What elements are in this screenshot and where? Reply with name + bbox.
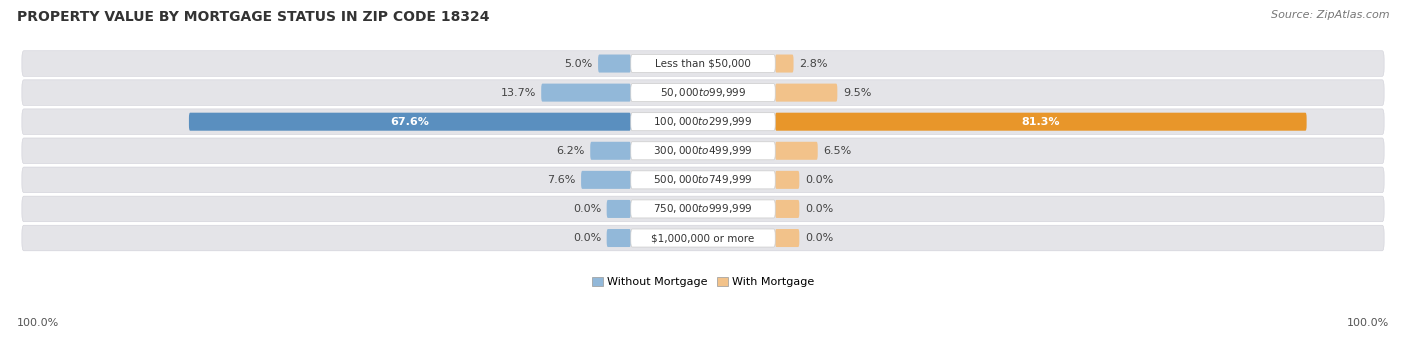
Text: 81.3%: 81.3%	[1022, 117, 1060, 127]
FancyBboxPatch shape	[581, 171, 631, 189]
Text: PROPERTY VALUE BY MORTGAGE STATUS IN ZIP CODE 18324: PROPERTY VALUE BY MORTGAGE STATUS IN ZIP…	[17, 10, 489, 24]
FancyBboxPatch shape	[631, 142, 775, 160]
FancyBboxPatch shape	[631, 229, 775, 247]
Text: 9.5%: 9.5%	[842, 88, 872, 98]
FancyBboxPatch shape	[775, 200, 800, 218]
FancyBboxPatch shape	[775, 171, 800, 189]
FancyBboxPatch shape	[631, 54, 775, 72]
FancyBboxPatch shape	[606, 229, 631, 247]
FancyBboxPatch shape	[22, 225, 1384, 251]
FancyBboxPatch shape	[22, 109, 1384, 135]
Text: $500,000 to $749,999: $500,000 to $749,999	[654, 173, 752, 186]
Text: 5.0%: 5.0%	[564, 58, 592, 69]
Text: 6.2%: 6.2%	[557, 146, 585, 156]
Text: $1,000,000 or more: $1,000,000 or more	[651, 233, 755, 243]
FancyBboxPatch shape	[631, 113, 775, 131]
Text: 0.0%: 0.0%	[804, 175, 834, 185]
Text: 100.0%: 100.0%	[1347, 318, 1389, 328]
Text: $100,000 to $299,999: $100,000 to $299,999	[654, 115, 752, 128]
Text: Less than $50,000: Less than $50,000	[655, 58, 751, 69]
FancyBboxPatch shape	[775, 113, 1306, 131]
FancyBboxPatch shape	[631, 200, 775, 218]
FancyBboxPatch shape	[631, 171, 775, 189]
Text: 6.5%: 6.5%	[824, 146, 852, 156]
Text: $750,000 to $999,999: $750,000 to $999,999	[654, 202, 752, 216]
Text: 0.0%: 0.0%	[804, 233, 834, 243]
Text: 67.6%: 67.6%	[391, 117, 429, 127]
FancyBboxPatch shape	[775, 229, 800, 247]
FancyBboxPatch shape	[22, 51, 1384, 76]
FancyBboxPatch shape	[606, 200, 631, 218]
FancyBboxPatch shape	[591, 142, 631, 160]
FancyBboxPatch shape	[22, 80, 1384, 105]
Text: $300,000 to $499,999: $300,000 to $499,999	[654, 144, 752, 157]
FancyBboxPatch shape	[22, 138, 1384, 164]
FancyBboxPatch shape	[598, 54, 631, 72]
Text: 7.6%: 7.6%	[547, 175, 575, 185]
Text: 0.0%: 0.0%	[572, 233, 602, 243]
Legend: Without Mortgage, With Mortgage: Without Mortgage, With Mortgage	[588, 273, 818, 292]
FancyBboxPatch shape	[22, 196, 1384, 222]
FancyBboxPatch shape	[775, 84, 838, 102]
Text: 2.8%: 2.8%	[799, 58, 828, 69]
FancyBboxPatch shape	[541, 84, 631, 102]
Text: Source: ZipAtlas.com: Source: ZipAtlas.com	[1271, 10, 1389, 20]
Text: $50,000 to $99,999: $50,000 to $99,999	[659, 86, 747, 99]
Text: 0.0%: 0.0%	[572, 204, 602, 214]
FancyBboxPatch shape	[188, 113, 631, 131]
Text: 13.7%: 13.7%	[501, 88, 536, 98]
Text: 100.0%: 100.0%	[17, 318, 59, 328]
FancyBboxPatch shape	[775, 142, 818, 160]
FancyBboxPatch shape	[631, 84, 775, 102]
FancyBboxPatch shape	[775, 54, 793, 72]
Text: 0.0%: 0.0%	[804, 204, 834, 214]
FancyBboxPatch shape	[22, 167, 1384, 193]
